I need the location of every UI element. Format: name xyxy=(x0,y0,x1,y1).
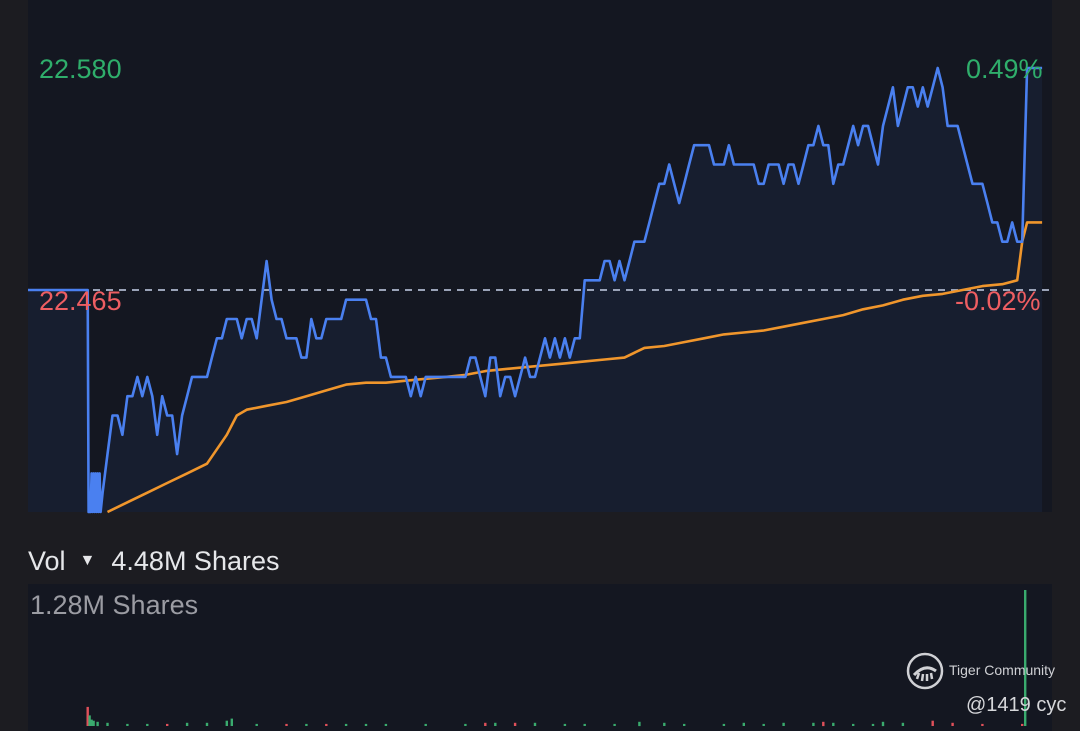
caret-down-icon[interactable]: ▼ xyxy=(79,552,96,569)
volume-bar xyxy=(613,723,616,726)
max-price-label: 22.580 xyxy=(39,54,122,84)
watermark-user: @1419 cyc xyxy=(966,694,1067,716)
volume-bar xyxy=(230,718,233,726)
volume-bar xyxy=(325,723,328,726)
chart-panel xyxy=(28,0,1052,512)
max-change-label: 0.49% xyxy=(966,54,1043,84)
volume-bar xyxy=(90,719,93,726)
volume-bar xyxy=(1024,590,1027,726)
tiger-logo-icon xyxy=(906,652,944,690)
volume-bar xyxy=(832,722,835,726)
volume-bar xyxy=(742,722,745,726)
avg-price-line xyxy=(106,221,1043,514)
volume-bar xyxy=(364,723,368,726)
volume-bar xyxy=(106,722,109,726)
volume-max-label: 1.28M Shares xyxy=(30,590,199,620)
volume-bar xyxy=(951,722,954,726)
volume-bar xyxy=(126,723,129,726)
prev-close-change-label: -0.02% xyxy=(955,286,1041,316)
volume-bar xyxy=(255,723,258,726)
volume-bar xyxy=(638,721,641,727)
volume-label: Vol xyxy=(28,545,66,576)
volume-total: 4.48M Shares xyxy=(111,545,280,576)
price-chart xyxy=(28,0,1052,514)
volume-bar xyxy=(871,723,875,726)
volume-bar xyxy=(146,723,149,726)
volume-bar xyxy=(464,723,467,726)
volume-bar xyxy=(931,720,934,726)
volume-bar xyxy=(185,722,189,726)
volume-bar xyxy=(205,722,209,726)
volume-bar xyxy=(166,723,169,726)
volume-bar xyxy=(583,723,586,726)
volume-bar xyxy=(782,722,785,726)
volume-bar xyxy=(852,723,855,726)
volume-bar xyxy=(494,722,497,726)
volume-bar xyxy=(981,723,984,726)
volume-bar xyxy=(92,720,95,726)
volume-bar xyxy=(344,723,348,726)
volume-bar xyxy=(88,715,91,726)
price-area xyxy=(28,68,1043,512)
volume-bar xyxy=(683,723,686,726)
volume-bar xyxy=(901,722,905,726)
volume-bar xyxy=(96,721,99,727)
volume-bar xyxy=(285,723,288,726)
volume-bar xyxy=(384,723,388,726)
volume-bar xyxy=(513,722,517,726)
volume-bar xyxy=(86,706,89,726)
volume-panel xyxy=(28,584,1052,731)
volume-bar xyxy=(225,720,228,726)
price-line xyxy=(28,66,1043,514)
volume-bar xyxy=(563,723,567,726)
volume-bar xyxy=(305,723,308,726)
volume-bar xyxy=(822,721,825,727)
volume-bar xyxy=(663,722,666,726)
volume-bar xyxy=(722,723,726,726)
prev-close-price-label: 22.465 xyxy=(39,286,122,316)
volume-bar xyxy=(484,722,487,726)
volume-chart xyxy=(28,584,1052,731)
volume-bar xyxy=(1021,723,1024,726)
volume-bar xyxy=(881,721,885,727)
volume-bar xyxy=(812,722,815,726)
watermark-brand: Tiger Community xyxy=(949,662,1056,678)
volume-bar xyxy=(533,722,537,726)
volume-bar xyxy=(762,723,765,726)
volume-header[interactable]: Vol ▼ 4.48M Shares xyxy=(28,544,279,578)
volume-bar xyxy=(424,723,427,726)
